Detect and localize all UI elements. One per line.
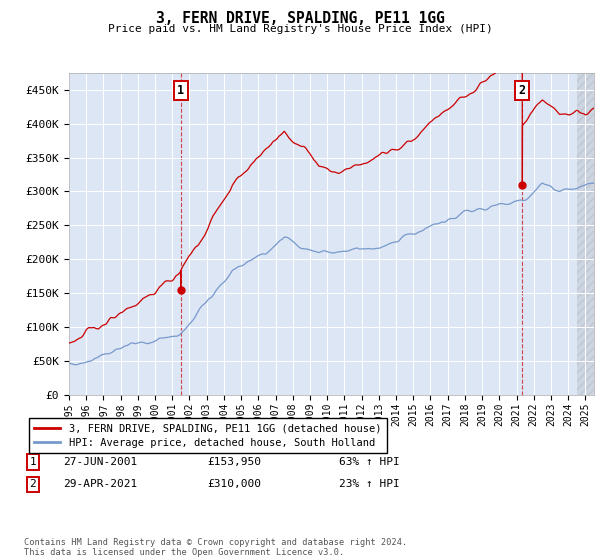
Text: 2: 2: [29, 479, 37, 489]
Text: 1: 1: [177, 84, 184, 97]
Text: £310,000: £310,000: [207, 479, 261, 489]
Legend: 3, FERN DRIVE, SPALDING, PE11 1GG (detached house), HPI: Average price, detached: 3, FERN DRIVE, SPALDING, PE11 1GG (detac…: [29, 418, 386, 453]
Bar: [577, 73, 594, 395]
Text: Price paid vs. HM Land Registry's House Price Index (HPI): Price paid vs. HM Land Registry's House …: [107, 24, 493, 34]
Text: £153,950: £153,950: [207, 457, 261, 467]
Text: 27-JUN-2001: 27-JUN-2001: [63, 457, 137, 467]
Text: 23% ↑ HPI: 23% ↑ HPI: [339, 479, 400, 489]
Text: 2: 2: [518, 84, 526, 97]
Text: Contains HM Land Registry data © Crown copyright and database right 2024.
This d: Contains HM Land Registry data © Crown c…: [24, 538, 407, 557]
Text: 29-APR-2021: 29-APR-2021: [63, 479, 137, 489]
Text: 1: 1: [29, 457, 37, 467]
Text: 3, FERN DRIVE, SPALDING, PE11 1GG: 3, FERN DRIVE, SPALDING, PE11 1GG: [155, 11, 445, 26]
Text: 63% ↑ HPI: 63% ↑ HPI: [339, 457, 400, 467]
